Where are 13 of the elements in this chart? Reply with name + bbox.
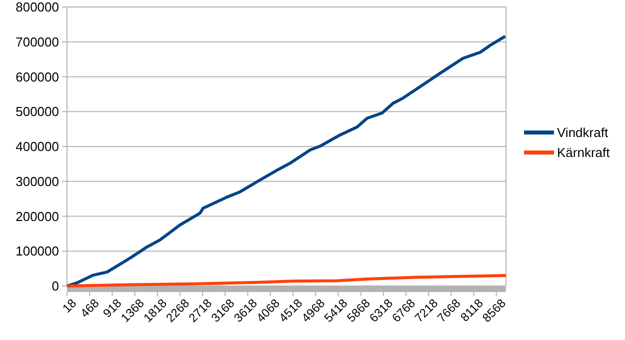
y-tick-label: 700000: [16, 34, 59, 50]
legend-label: Vindkraft: [557, 125, 608, 140]
y-tick-label: 500000: [16, 104, 59, 120]
y-tick-label: 600000: [16, 69, 59, 84]
y-tick-label: 300000: [16, 174, 59, 189]
legend-label: Kärnkraft: [557, 145, 610, 160]
x-tick-label: 468: [78, 296, 102, 320]
y-tick-label: 800000: [16, 0, 59, 15]
y-tick-label: 0: [52, 278, 59, 294]
y-tick-label: 100000: [16, 244, 59, 259]
x-tick-label: 18: [60, 296, 80, 316]
y-tick-label: 200000: [16, 208, 59, 224]
y-tick-label: 400000: [16, 139, 59, 154]
